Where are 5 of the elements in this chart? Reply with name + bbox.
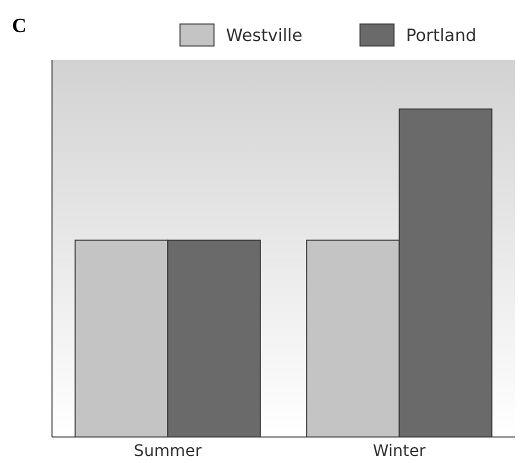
legend-label: Westville (226, 26, 302, 46)
legend-label: Portland (406, 26, 476, 46)
x-tick-label: Summer (134, 441, 202, 460)
text: C (12, 15, 26, 37)
x-tick-label: Winter (372, 441, 426, 460)
